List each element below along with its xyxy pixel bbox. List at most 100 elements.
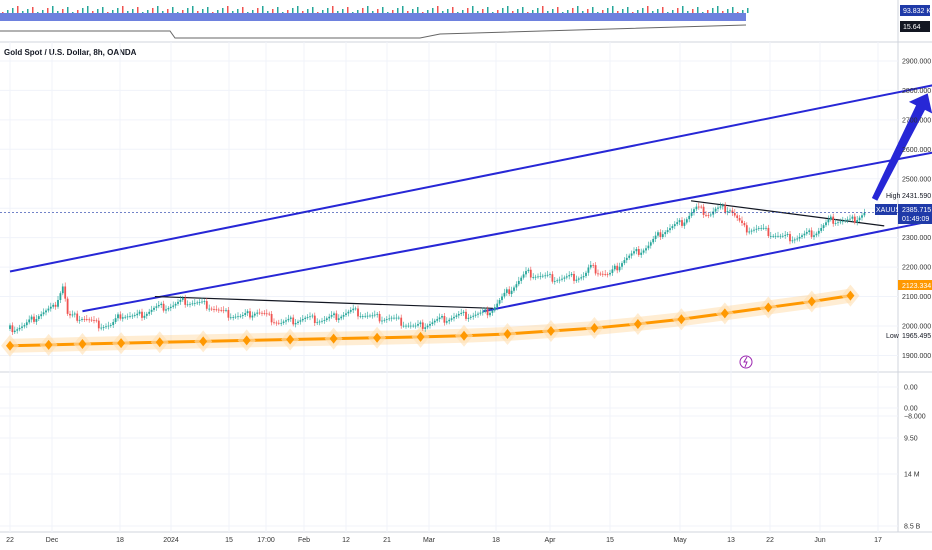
volume-bar — [597, 12, 599, 13]
volume-value: 93.832 K — [903, 8, 931, 15]
volume-bar — [177, 12, 179, 13]
candle-body — [793, 239, 796, 241]
projection-arrow — [871, 93, 932, 201]
candle-body — [738, 218, 741, 221]
ma-marker — [633, 318, 642, 329]
candle-body — [64, 286, 67, 299]
candle-body — [496, 303, 499, 308]
volume-bar — [632, 12, 634, 13]
candle-body — [114, 318, 117, 323]
volume-bar — [362, 8, 364, 13]
candle-body — [328, 316, 331, 319]
volume-bar — [712, 8, 714, 13]
candle-body — [369, 315, 371, 317]
candle-body — [289, 317, 292, 319]
candle-body — [76, 313, 79, 321]
candle-body — [489, 312, 491, 316]
volume-bar — [502, 8, 504, 13]
candle-body — [856, 220, 859, 223]
candle-body — [330, 315, 333, 317]
candle-body — [630, 253, 633, 256]
candle-body — [700, 206, 703, 208]
candle-body — [779, 235, 782, 237]
candle-body — [13, 330, 16, 333]
candle-body — [633, 251, 635, 254]
high-value: 2431.590 — [902, 193, 931, 200]
candle-body — [337, 318, 340, 320]
candle-body — [609, 272, 611, 275]
volume-bar — [382, 7, 384, 13]
candle-body — [501, 296, 503, 301]
candle-body — [681, 220, 683, 226]
volume-bar — [452, 7, 454, 13]
volume-bar — [77, 10, 79, 13]
candle-body — [618, 266, 621, 271]
candle-body — [304, 317, 307, 319]
candle-body — [486, 309, 489, 316]
candle-body — [604, 274, 607, 275]
candle-body — [131, 315, 134, 317]
candle-body — [829, 216, 832, 220]
candle-body — [522, 274, 525, 278]
candle-body — [270, 313, 273, 323]
volume-bar — [682, 6, 684, 13]
candle-body — [858, 217, 861, 221]
candle-body — [832, 216, 835, 224]
candle-body — [117, 314, 119, 319]
volume-bar — [102, 7, 104, 13]
x-tick-label: 21 — [383, 537, 391, 544]
candle-body — [841, 220, 844, 222]
volume-bar — [192, 6, 194, 13]
candle-body — [611, 269, 614, 273]
volume-bar — [557, 7, 559, 13]
candle-body — [198, 302, 201, 303]
candle-body — [673, 224, 676, 227]
lightning-icon[interactable] — [739, 355, 753, 369]
candle-body — [376, 313, 379, 315]
candle-body — [477, 313, 479, 315]
candle-body — [112, 322, 115, 326]
candle-body — [625, 257, 628, 261]
candle-body — [405, 325, 407, 327]
candle-body — [393, 317, 395, 319]
trend-line — [154, 295, 494, 309]
candle-body — [796, 238, 799, 240]
candle-body — [465, 311, 467, 319]
candle-body — [191, 303, 194, 305]
ma-marker — [373, 332, 382, 343]
candle-body — [544, 275, 547, 277]
candle-body — [309, 316, 311, 318]
candle-body — [301, 318, 304, 321]
high-label: High — [886, 193, 901, 200]
ma-marker — [546, 326, 555, 337]
candle-body — [25, 322, 28, 326]
volume-bar — [652, 11, 654, 13]
volume-strip — [0, 13, 746, 21]
candle-body — [582, 276, 585, 278]
candle-body — [52, 304, 55, 307]
candle-body — [323, 319, 326, 321]
candle-body — [491, 310, 494, 313]
volume-bar — [387, 12, 389, 13]
candle-body — [474, 314, 477, 316]
candle-body — [232, 316, 235, 318]
candle-body — [9, 325, 11, 329]
volume-bar — [697, 7, 699, 13]
candle-body — [649, 242, 652, 246]
candle-body — [426, 325, 429, 328]
x-tick-label: 18 — [492, 537, 500, 544]
candle-body — [565, 276, 568, 278]
ma-marker — [677, 314, 686, 325]
candle-body — [321, 320, 323, 322]
volume-bar — [42, 10, 44, 13]
volume-bar — [127, 11, 129, 13]
volume-bar — [302, 11, 304, 13]
candle-body — [143, 315, 146, 318]
channel-line — [483, 219, 932, 313]
candle-body — [606, 274, 609, 276]
x-tick-label: 2024 — [163, 537, 179, 544]
candle-body — [573, 273, 575, 281]
candle-body — [652, 238, 655, 243]
y-tick-label: 2600.000 — [902, 147, 931, 154]
ma-value-tag — [898, 280, 932, 290]
